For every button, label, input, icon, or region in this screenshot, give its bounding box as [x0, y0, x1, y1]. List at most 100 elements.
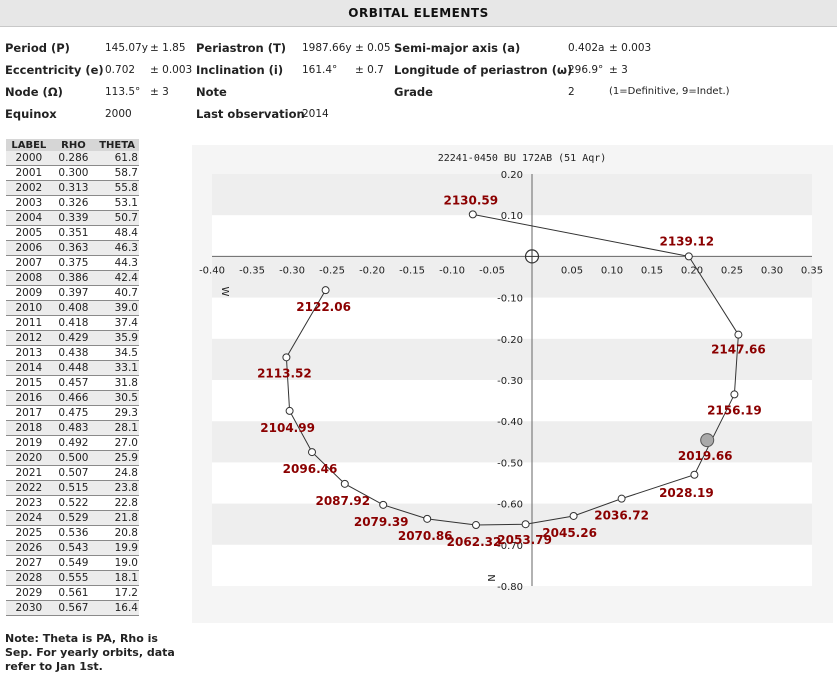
table-row: 2006 0.363 46.3: [6, 240, 139, 256]
cell-label: 2028: [6, 570, 52, 586]
cell-rho: 0.561: [51, 585, 96, 601]
cell-label: 2008: [6, 270, 52, 286]
orbit-point-label: 2156.19: [707, 403, 762, 417]
grade-note: (1=Definitive, 9=Indet.): [609, 86, 730, 97]
chart-title: 22241-0450 BU 172AB (51 Aqr): [438, 153, 607, 164]
x-tick-label: -0.40: [199, 265, 225, 276]
orbit-point-label: 2130.59: [443, 193, 498, 207]
cell-label: 2022: [6, 480, 52, 496]
cell-theta: 39.0: [95, 300, 139, 316]
cell-rho: 0.438: [51, 345, 96, 361]
orbit-point: [569, 511, 578, 520]
x-tick-label: -0.15: [399, 265, 425, 276]
grid-band: [212, 174, 812, 216]
orbit-point: [321, 286, 330, 295]
y-tick-label: -0.70: [497, 541, 523, 552]
cell-rho: 0.466: [51, 390, 96, 406]
orbit-point: [308, 448, 316, 457]
y-tick-label: 0.10: [501, 211, 523, 222]
periastron-label: Periastron (T): [196, 41, 287, 55]
last-observation-label: Last observation: [196, 107, 305, 121]
semi-major-axis-error: ± 0.003: [609, 42, 652, 54]
orbit-plot: 22241-0450 BU 172AB (51 Aqr) -0.40 -0.35 -0…: [199, 153, 823, 593]
cell-label: 2014: [6, 360, 52, 376]
table-row: 2030 0.567 16.4: [6, 600, 139, 616]
cell-theta: 25.9: [95, 450, 139, 466]
cell-theta: 17.2: [95, 585, 139, 601]
cell-theta: 33.1: [95, 360, 139, 376]
cell-rho: 0.326: [51, 195, 96, 211]
cell-label: 2021: [6, 465, 52, 481]
cell-theta: 35.9: [95, 330, 139, 346]
table-row: 2022 0.515 23.8: [6, 480, 139, 496]
cell-theta: 19.0: [95, 555, 139, 571]
cell-label: 2007: [6, 255, 52, 271]
cell-rho: 0.408: [51, 300, 96, 316]
cell-theta: 40.7: [95, 285, 139, 301]
cell-label: 2005: [6, 225, 52, 241]
orbit-point-label: 2079.39: [354, 515, 409, 529]
node-value: 113.5°: [105, 86, 141, 98]
cell-theta: 42.4: [95, 270, 139, 286]
cell-rho: 0.300: [51, 165, 96, 181]
grade-label: Grade: [394, 85, 433, 99]
cell-theta: 37.4: [95, 315, 139, 331]
inclination-value: 161.4°: [302, 64, 338, 76]
y-tick-label: -0.60: [497, 500, 523, 511]
cell-label: 2002: [6, 180, 52, 196]
orbit-point-label: 2122.06: [296, 300, 351, 314]
cell-rho: 0.536: [51, 525, 96, 541]
orbit-point: [285, 406, 294, 415]
cell-label: 2030: [6, 600, 52, 616]
ephemeris-table: LABEL RHO THETA 2000 0.286 61.8 2001 0.300 58…: [6, 139, 139, 616]
cell-label: 2024: [6, 510, 52, 526]
cell-rho: 0.363: [51, 240, 96, 256]
table-row: 2016 0.466 30.5: [6, 390, 139, 406]
x-tick-label: -0.05: [479, 265, 505, 276]
cell-rho: 0.522: [51, 495, 96, 511]
x-tick-label: -0.20: [359, 265, 385, 276]
table-row: 2019 0.492 27.0: [6, 435, 139, 451]
col-header-theta: THETA: [95, 139, 139, 151]
grade-value: 2: [568, 86, 575, 98]
y-tick-label: -0.50: [497, 458, 523, 469]
table-row: 2002 0.313 55.8: [6, 180, 139, 196]
cell-theta: 18.1: [95, 570, 139, 586]
cell-rho: 0.286: [51, 151, 96, 166]
x-tick-label: 0.30: [761, 265, 783, 276]
period-error: ± 1.85: [150, 42, 186, 54]
period-value: 145.07y: [105, 42, 148, 54]
y-tick-label: -0.10: [497, 294, 523, 305]
col-header-rho: RHO: [51, 139, 96, 151]
cell-label: 2016: [6, 390, 52, 406]
inclination-label: Inclination (i): [196, 63, 284, 77]
cell-label: 2001: [6, 165, 52, 181]
orbit-point: [730, 390, 739, 399]
cell-label: 2025: [6, 525, 52, 541]
x-tick-label: 0.10: [601, 265, 623, 276]
table-row: 2015 0.457 31.8: [6, 375, 139, 391]
orbit-point-label: 2139.12: [659, 234, 714, 248]
x-tick-label: 0.20: [681, 265, 703, 276]
orbit-chart: 22241-0450 BU 172AB (51 Aqr) -0.40 -0.35 -0…: [192, 145, 833, 623]
x-tick-label: -0.10: [439, 265, 465, 276]
cell-rho: 0.567: [51, 600, 96, 616]
orbit-point: [282, 353, 291, 362]
table-row: 2020 0.500 25.9: [6, 450, 139, 466]
eccentricity-value: 0.702: [105, 64, 136, 76]
period-label: Period (P): [5, 41, 70, 55]
x-tick-label: 0.35: [801, 265, 823, 276]
x-tick-label: -0.35: [239, 265, 265, 276]
table-row: 2012 0.429 35.9: [6, 330, 139, 346]
cell-theta: 19.9: [95, 540, 139, 556]
cell-rho: 0.515: [51, 480, 96, 496]
orbit-point: [734, 330, 743, 339]
longitude-periastron-error: ± 3: [609, 64, 628, 76]
orbit-path: [285, 213, 739, 526]
cell-rho: 0.313: [51, 180, 96, 196]
cell-theta: 34.5: [95, 345, 139, 361]
cell-rho: 0.529: [51, 510, 96, 526]
orbit-point: [423, 514, 432, 523]
longitude-periastron-value: 296.9°: [568, 64, 604, 76]
table-row: 2023 0.522 22.8: [6, 495, 139, 511]
